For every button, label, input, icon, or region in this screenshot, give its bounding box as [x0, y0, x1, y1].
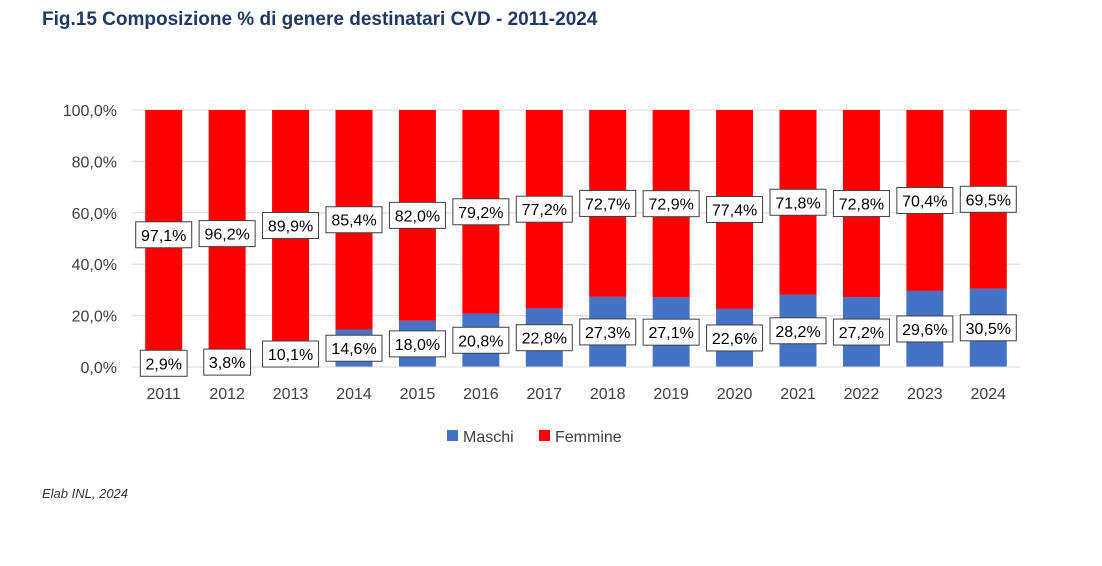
data-label-maschi: 28,2%: [775, 324, 820, 341]
x-tick-label: 2011: [147, 386, 182, 403]
data-label-femmine: 71,8%: [775, 195, 820, 212]
data-label-femmine-box: [579, 189, 637, 217]
data-label-maschi: 30,5%: [966, 321, 1011, 338]
legend: Maschi Femmine: [447, 429, 622, 446]
stacked-bar-chart: 0,0%20,0%40,0%60,0%80,0%100,0% 2011 2012 2…: [63, 103, 1020, 446]
x-tick-label: 2015: [400, 386, 436, 403]
legend-label: Femmine: [555, 429, 622, 446]
data-label-maschi: 20,8%: [458, 333, 503, 350]
x-tick-label: 2014: [336, 386, 372, 403]
data-label-maschi: 27,2%: [839, 325, 884, 342]
data-label-femmine-box: [135, 221, 193, 249]
x-tick-label: 2012: [209, 386, 245, 403]
data-label-femmine: 69,5%: [966, 192, 1011, 209]
x-tick-label: 2019: [653, 386, 689, 403]
data-label-femmine: 72,8%: [839, 197, 884, 214]
data-label-femmine-box: [896, 186, 954, 214]
chart-area: 0,0% 20,0% 40,0% 60,0% 80,0% 100,0% 2011 2012 2…: [63, 103, 1020, 446]
data-label-femmine-box: [388, 201, 446, 229]
y-axis-tick-labels: 0,0% 20,0% 40,0% 60,0% 80,0% 100,0%: [63, 103, 117, 377]
data-label-femmine-box: [642, 190, 700, 218]
data-label-femmine: 89,9%: [268, 219, 313, 236]
chart-title: Fig.15 Composizione % di genere destinat…: [42, 9, 598, 30]
x-tick-label: 2018: [590, 386, 626, 403]
data-label-maschi-box: [642, 318, 700, 346]
data-label-femmine-box: [515, 195, 573, 223]
data-label-femmine: 96,2%: [204, 227, 249, 244]
data-label-maschi-box: [959, 314, 1017, 342]
x-tick-label: 2013: [273, 386, 309, 403]
data-label-femmine: 72,9%: [648, 197, 693, 214]
data-label-maschi-box: [452, 326, 510, 354]
data-label-maschi-box: [515, 324, 573, 352]
data-label-femmine: 72,7%: [585, 196, 630, 213]
x-tick-label: 2020: [717, 386, 753, 403]
data-label-maschi-box: [203, 348, 252, 376]
data-labels: 2,9% 97,1% 3,8% 96,2% 10,1% 89,9% 14,6% 85,4% 18…: [135, 185, 1017, 377]
legend-swatch: [447, 430, 458, 441]
x-tick-label: 2017: [526, 386, 562, 403]
data-label-maschi: 29,6%: [902, 322, 947, 339]
data-label-femmine-box: [832, 190, 890, 218]
data-label-maschi-box: [579, 318, 637, 346]
y-tick-label: 20,0%: [72, 309, 117, 326]
data-label-femmine: 79,2%: [458, 205, 503, 222]
data-label-femmine: 97,1%: [141, 228, 186, 245]
data-label-maschi: 22,8%: [522, 331, 567, 348]
y-tick-label: 100,0%: [63, 103, 117, 120]
data-label-maschi: 27,1%: [648, 325, 693, 342]
data-label-maschi: 10,1%: [268, 347, 313, 364]
data-label-femmine-box: [452, 198, 510, 226]
y-tick-label: 80,0%: [72, 154, 117, 171]
x-tick-label: 2021: [780, 386, 816, 403]
data-label-femmine: 77,4%: [712, 202, 757, 219]
data-label-femmine: 77,2%: [522, 202, 567, 219]
data-label-femmine-box: [198, 220, 256, 248]
data-label-maschi-box: [262, 340, 320, 368]
data-label-maschi: 2,9%: [145, 356, 181, 373]
data-label-femmine-box: [262, 212, 320, 240]
data-label-maschi-box: [896, 315, 954, 343]
data-label-maschi-box: [388, 330, 446, 358]
data-label-maschi-box: [706, 324, 764, 352]
data-label-femmine-box: [706, 195, 764, 223]
data-label-femmine: 85,4%: [331, 213, 376, 230]
data-label-maschi: 22,6%: [712, 331, 757, 348]
x-axis-tick-labels: 2011 2012 2013 2014 2015 2016 2017 2018 2019 2020…: [147, 386, 1007, 403]
x-tick-label: 2023: [907, 386, 943, 403]
x-tick-label: 2024: [970, 386, 1006, 403]
legend-label: Maschi: [463, 429, 514, 446]
data-label-maschi: 18,0%: [395, 337, 440, 354]
x-tick-label: 2016: [463, 386, 499, 403]
x-tick-label: 2022: [844, 386, 880, 403]
data-label-femmine-box: [325, 206, 383, 234]
source-note: Elab INL, 2024: [42, 486, 129, 501]
data-label-maschi-box: [139, 349, 188, 377]
data-label-femmine-box: [769, 188, 827, 216]
data-label-maschi: 3,8%: [209, 355, 245, 372]
data-label-maschi-box: [832, 318, 890, 346]
y-tick-label: 40,0%: [72, 257, 117, 274]
data-label-maschi-box: [769, 317, 827, 345]
data-label-maschi: 27,3%: [585, 325, 630, 342]
data-label-maschi-box: [325, 334, 383, 362]
data-label-femmine: 82,0%: [395, 208, 440, 225]
legend-swatch: [539, 430, 550, 441]
data-label-maschi: 14,6%: [331, 341, 376, 358]
y-tick-label: 60,0%: [72, 206, 117, 223]
y-tick-label: 0,0%: [81, 360, 117, 377]
data-label-femmine: 70,4%: [902, 193, 947, 210]
data-label-femmine-box: [959, 185, 1017, 213]
